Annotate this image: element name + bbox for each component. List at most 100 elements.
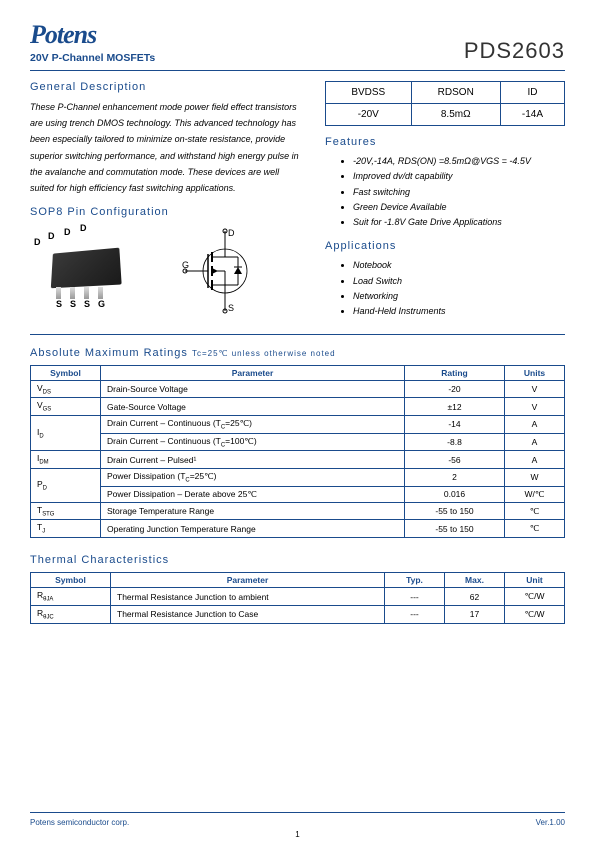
cell: --- [385, 588, 445, 606]
schematic-g-label: G [182, 260, 189, 270]
cell: Thermal Resistance Junction to ambient [111, 588, 385, 606]
logo-block: Potens 20V P-Channel MOSFETs [30, 20, 155, 64]
list-item: Fast switching [353, 185, 565, 200]
col-header: Max. [445, 573, 505, 588]
pin-icon [56, 287, 61, 299]
cell: 17 [445, 605, 505, 623]
divider [30, 70, 565, 71]
cell: A [505, 451, 565, 469]
table-row: PD Power Dissipation (TC=25℃) 2 W [31, 469, 565, 487]
list-item: Notebook [353, 258, 565, 273]
applications-title: Applications [325, 240, 565, 252]
cell: W/℃ [505, 486, 565, 502]
table-row: IDM Drain Current – Pulsed¹ -56 A [31, 451, 565, 469]
col-header: Parameter [111, 573, 385, 588]
list-item: -20V,-14A, RDS(ON) =8.5mΩ@VGS = -4.5V [353, 154, 565, 169]
table-row: RθJC Thermal Resistance Junction to Case… [31, 605, 565, 623]
features-list: -20V,-14A, RDS(ON) =8.5mΩ@VGS = -4.5V Im… [325, 154, 565, 230]
spec-header: ID [500, 82, 564, 104]
cell: Power Dissipation (TC=25℃) [101, 469, 405, 487]
pin-config-section: D D D D S S S G D S G [30, 226, 305, 316]
page-number: 1 [295, 830, 299, 839]
footer-version: Ver.1.00 [536, 818, 565, 827]
cell: ℃ [505, 502, 565, 520]
cell: V [505, 380, 565, 398]
pin-icon [84, 287, 89, 299]
cell: 2 [405, 469, 505, 487]
list-item: Load Switch [353, 274, 565, 289]
general-description-title: General Description [30, 81, 305, 93]
table-row: TSTG Storage Temperature Range -55 to 15… [31, 502, 565, 520]
footer: Potens semiconductor corp. Ver.1.00 [30, 812, 565, 827]
company-logo: Potens [30, 20, 155, 50]
cell: A [505, 433, 565, 451]
footer-company: Potens semiconductor corp. [30, 818, 129, 827]
main-content: General Description These P-Channel enha… [30, 81, 565, 320]
cell: -14 [405, 416, 505, 434]
spec-header: BVDSS [326, 82, 412, 104]
list-item: Improved dv/dt capability [353, 169, 565, 184]
cell: -55 to 150 [405, 520, 505, 538]
divider [30, 334, 565, 335]
table-row: TJ Operating Junction Temperature Range … [31, 520, 565, 538]
cell: W [505, 469, 565, 487]
part-number: PDS2603 [464, 38, 565, 64]
cell: Drain Current – Pulsed¹ [101, 451, 405, 469]
thermal-title: Thermal Characteristics [30, 554, 565, 566]
applications-list: Notebook Load Switch Networking Hand-Hel… [325, 258, 565, 319]
cell: ID [31, 416, 101, 451]
cell: Storage Temperature Range [101, 502, 405, 520]
cell: TSTG [31, 502, 101, 520]
pin-label: D [48, 231, 55, 241]
schematic-d-label: D [228, 228, 235, 238]
pin-label: D [64, 227, 71, 237]
col-header: Unit [505, 573, 565, 588]
package-diagram: D D D D S S S G [30, 231, 150, 311]
thermal-table: Symbol Parameter Typ. Max. Unit RθJA The… [30, 572, 565, 623]
col-header: Symbol [31, 365, 101, 380]
schematic-symbol-icon: D S G [180, 226, 270, 316]
pin-configuration-title: SOP8 Pin Configuration [30, 206, 305, 218]
product-family-subtitle: 20V P-Channel MOSFETs [30, 52, 155, 64]
col-header: Symbol [31, 573, 111, 588]
cell: Drain Current – Continuous (TC=25℃) [101, 416, 405, 434]
left-column: General Description These P-Channel enha… [30, 81, 305, 320]
table-row: Drain Current – Continuous (TC=100℃) -8.… [31, 433, 565, 451]
list-item: Hand-Held Instruments [353, 304, 565, 319]
table-row: VDS Drain-Source Voltage -20 V [31, 380, 565, 398]
list-item: Suit for -1.8V Gate Drive Applications [353, 215, 565, 230]
list-item: Networking [353, 289, 565, 304]
pin-label: S [56, 299, 62, 309]
header: Potens 20V P-Channel MOSFETs PDS2603 [30, 20, 565, 64]
col-header: Typ. [385, 573, 445, 588]
pin-label: D [34, 237, 41, 247]
cell: ℃/W [505, 588, 565, 606]
cell: PD [31, 469, 101, 503]
cell: TJ [31, 520, 101, 538]
cell: VGS [31, 398, 101, 416]
cell: Power Dissipation – Derate above 25℃ [101, 486, 405, 502]
package-body-icon [51, 248, 122, 289]
cell: Drain Current – Continuous (TC=100℃) [101, 433, 405, 451]
cell: A [505, 416, 565, 434]
spec-value: -20V [326, 104, 412, 126]
cell: 0.016 [405, 486, 505, 502]
cell: --- [385, 605, 445, 623]
table-row: VGS Gate-Source Voltage ±12 V [31, 398, 565, 416]
general-description-text: These P-Channel enhancement mode power f… [30, 99, 305, 196]
cell: RθJA [31, 588, 111, 606]
cell: IDM [31, 451, 101, 469]
cell: RθJC [31, 605, 111, 623]
pin-label: S [84, 299, 90, 309]
ratings-note: Tc=25℃ unless otherwise noted [192, 349, 336, 358]
cell: VDS [31, 380, 101, 398]
cell: V [505, 398, 565, 416]
table-row: Power Dissipation – Derate above 25℃ 0.0… [31, 486, 565, 502]
pin-label: G [98, 299, 105, 309]
cell: Thermal Resistance Junction to Case [111, 605, 385, 623]
cell: Drain-Source Voltage [101, 380, 405, 398]
spec-value: 8.5mΩ [411, 104, 500, 126]
cell: Operating Junction Temperature Range [101, 520, 405, 538]
pin-label: S [70, 299, 76, 309]
cell: ℃ [505, 520, 565, 538]
